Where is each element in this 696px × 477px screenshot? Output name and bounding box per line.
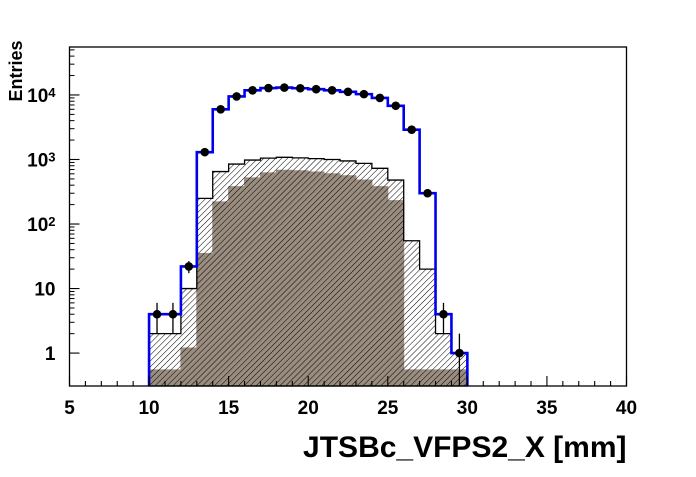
svg-text:JTSBc_VFPS2_X [mm]: JTSBc_VFPS2_X [mm] — [303, 431, 626, 464]
svg-text:40: 40 — [616, 398, 637, 419]
svg-text:35: 35 — [536, 398, 558, 419]
svg-text:1: 1 — [45, 344, 56, 365]
svg-text:Entries: Entries — [6, 40, 26, 101]
svg-text:15: 15 — [218, 398, 240, 419]
svg-text:30: 30 — [457, 398, 478, 419]
svg-text:5: 5 — [64, 398, 75, 419]
svg-text:25: 25 — [377, 398, 399, 419]
svg-text:10: 10 — [138, 398, 159, 419]
svg-text:10: 10 — [34, 280, 55, 301]
svg-text:20: 20 — [298, 398, 319, 419]
